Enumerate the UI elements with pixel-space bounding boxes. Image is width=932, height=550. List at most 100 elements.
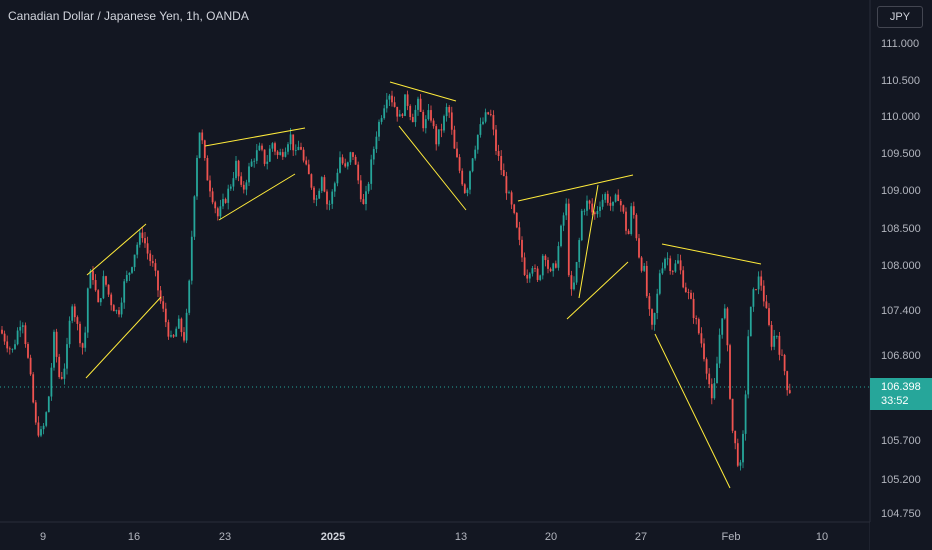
candle-body xyxy=(89,270,92,289)
trendline[interactable] xyxy=(517,174,634,202)
candle-body xyxy=(591,203,594,213)
candle-body xyxy=(185,312,188,341)
candle-body xyxy=(658,273,661,294)
candle-body xyxy=(541,255,544,276)
candle-body xyxy=(716,363,718,384)
candle-body xyxy=(209,180,211,192)
trendline[interactable] xyxy=(398,125,467,211)
trendline[interactable] xyxy=(389,81,457,102)
candle-body xyxy=(294,150,297,151)
candle-body xyxy=(367,183,370,192)
candle-body xyxy=(450,112,453,130)
symbol-title: Canadian Dollar / Japanese Yen, 1h, OAND… xyxy=(8,9,249,23)
candle-body xyxy=(359,180,362,200)
candle-body xyxy=(463,184,466,193)
candle-body xyxy=(242,184,245,190)
candle-body xyxy=(474,149,477,159)
trendline[interactable] xyxy=(86,223,147,276)
trendline[interactable] xyxy=(204,127,306,147)
candle-body xyxy=(404,94,406,116)
candle-body xyxy=(198,132,201,158)
candle-body xyxy=(742,433,744,463)
candle-body xyxy=(554,263,557,268)
candle-body xyxy=(354,156,357,165)
last-price-badge: 106.398 33:52 xyxy=(870,378,932,410)
candle-body xyxy=(635,214,638,239)
candle-body xyxy=(528,273,531,279)
price-tick-label: 110.000 xyxy=(881,111,920,123)
candle-body xyxy=(362,199,365,205)
candle-body xyxy=(21,325,24,327)
candle-body xyxy=(378,121,380,137)
candle-body xyxy=(34,402,37,423)
candle-body xyxy=(170,335,172,337)
time-tick-label: 10 xyxy=(815,531,829,543)
candle-body xyxy=(497,151,500,157)
candle-body xyxy=(227,188,230,203)
candle-body xyxy=(500,156,503,171)
candle-body xyxy=(305,160,308,165)
candle-body xyxy=(105,276,107,285)
trendline[interactable] xyxy=(661,243,762,265)
candle-body xyxy=(482,121,484,125)
candle-body xyxy=(484,112,487,122)
candle-body xyxy=(708,373,711,385)
candle-body xyxy=(177,318,180,329)
candle-body xyxy=(53,331,55,368)
trendline[interactable] xyxy=(654,333,731,489)
candle-body xyxy=(539,275,542,280)
trendline[interactable] xyxy=(218,173,296,221)
candle-body xyxy=(523,257,526,275)
candle-body xyxy=(58,356,61,377)
candle-body xyxy=(206,158,209,181)
candle-body xyxy=(573,282,575,290)
candle-body xyxy=(383,108,386,119)
candle-body xyxy=(588,200,591,204)
scale-corner[interactable] xyxy=(870,522,932,550)
candle-body xyxy=(461,170,464,185)
candle-body xyxy=(81,343,84,348)
candle-body xyxy=(352,152,354,157)
candle-body xyxy=(344,163,347,167)
candle-body xyxy=(349,152,352,163)
candle-body xyxy=(232,178,235,187)
candle-body xyxy=(274,143,276,152)
candle-body xyxy=(29,357,32,375)
candle-body xyxy=(401,114,404,116)
price-tick-label: 111.000 xyxy=(881,38,920,50)
candle-body xyxy=(313,187,315,200)
candle-body xyxy=(315,198,318,200)
candle-body xyxy=(141,232,144,239)
candle-body xyxy=(120,302,123,315)
candle-body xyxy=(201,132,204,141)
candle-body xyxy=(255,150,258,161)
candle-body xyxy=(292,134,295,151)
candle-body xyxy=(609,202,612,206)
trendline[interactable] xyxy=(578,184,599,299)
candle-body xyxy=(752,289,755,307)
candle-body xyxy=(19,326,22,331)
candle-body xyxy=(671,271,674,272)
candle-body xyxy=(188,280,191,313)
candle-body xyxy=(396,106,399,117)
candle-body xyxy=(682,270,685,288)
candle-body xyxy=(586,200,588,211)
time-tick-label: 16 xyxy=(127,531,141,543)
candle-body xyxy=(427,110,430,120)
currency-button[interactable]: JPY xyxy=(877,6,923,28)
candle-body xyxy=(417,98,419,110)
candle-body xyxy=(79,323,81,344)
candle-body xyxy=(357,164,360,181)
candle-body xyxy=(562,215,565,226)
candle-body xyxy=(336,172,339,184)
candle-body xyxy=(653,313,656,325)
candle-body xyxy=(645,265,648,297)
trendline[interactable] xyxy=(85,296,162,379)
candle-body xyxy=(175,328,178,337)
candle-body xyxy=(224,199,227,203)
candle-body xyxy=(651,309,653,325)
candle-body xyxy=(268,148,271,162)
trendline[interactable] xyxy=(566,261,629,320)
time-tick-label: Feb xyxy=(721,531,741,543)
